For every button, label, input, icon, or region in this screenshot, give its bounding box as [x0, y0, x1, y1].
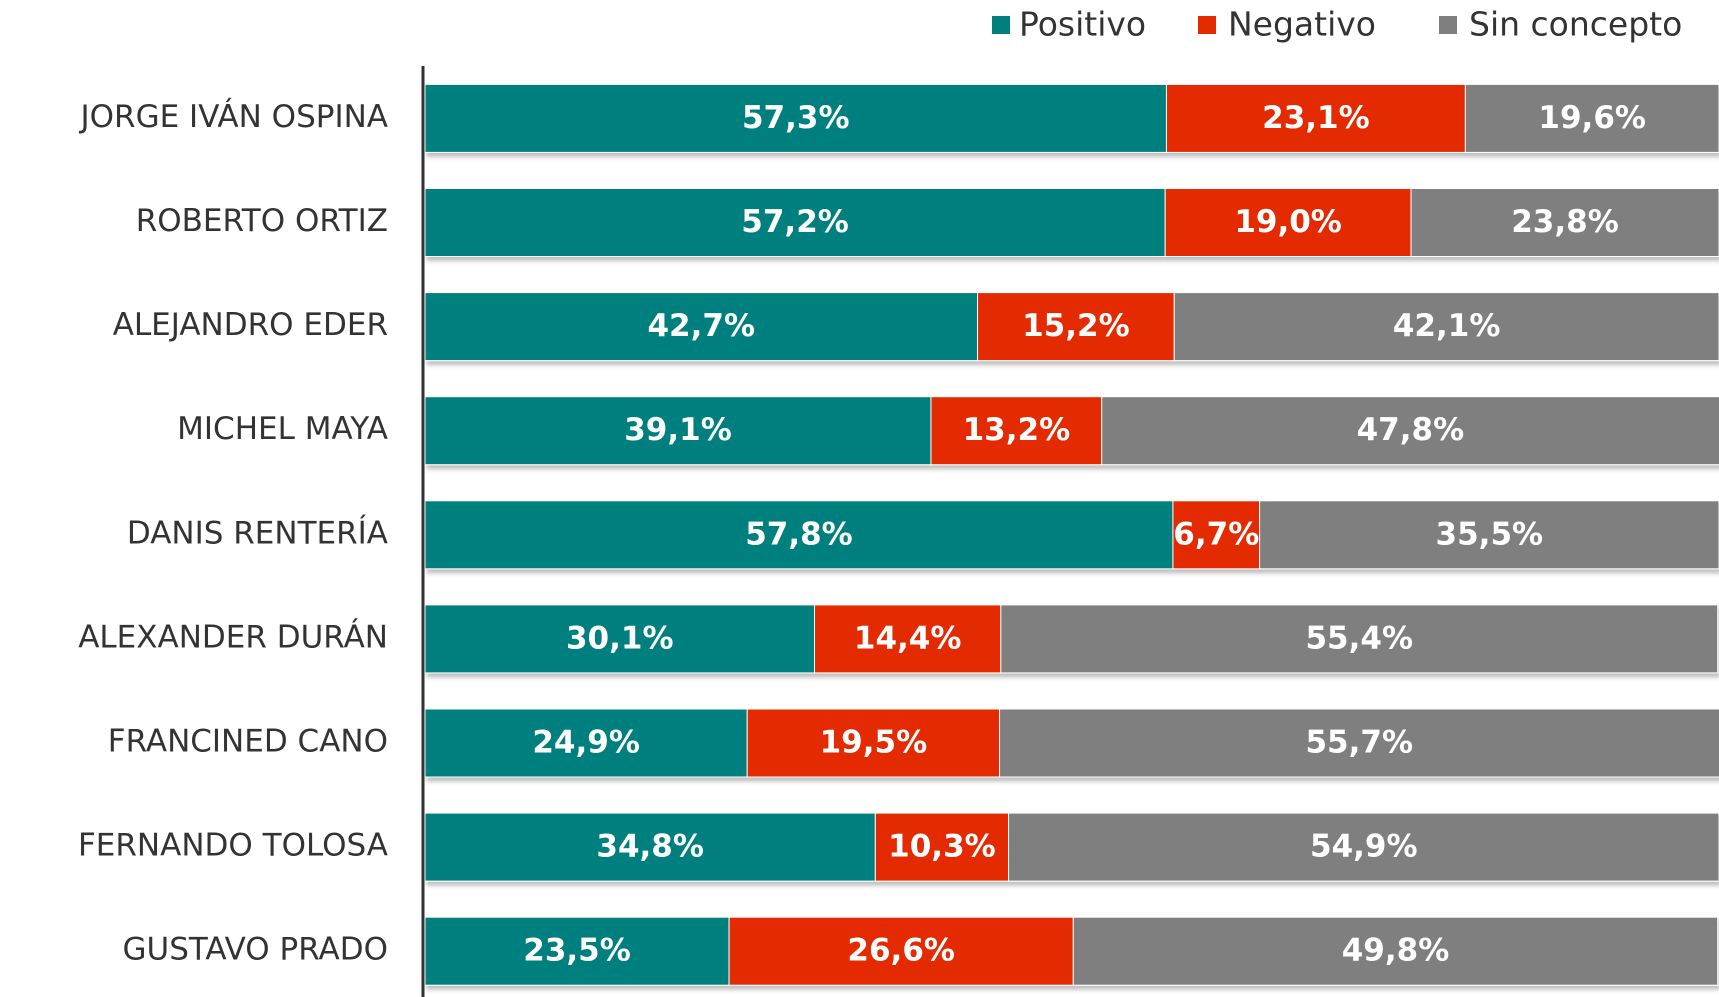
value-label: 23,1% — [1262, 100, 1370, 136]
value-label: 23,5% — [523, 933, 631, 969]
value-label: 19,0% — [1234, 204, 1342, 240]
value-label: 13,2% — [963, 412, 1071, 448]
bar-segment — [999, 708, 1719, 778]
legend-swatch — [992, 16, 1010, 34]
value-label: 42,1% — [1393, 308, 1501, 344]
bar-row — [424, 188, 1719, 257]
bar-segment — [813, 604, 1002, 674]
legend-swatch — [1198, 16, 1216, 34]
value-label: 19,6% — [1538, 100, 1646, 136]
bar-segment — [1464, 83, 1719, 153]
category-label: ALEJANDRO EDER — [113, 307, 388, 343]
value-label: 42,7% — [647, 308, 755, 344]
bar-segment — [424, 292, 979, 362]
bar-segment — [424, 708, 748, 778]
category-label: MICHEL MAYA — [177, 411, 388, 447]
bar-row — [424, 604, 1719, 674]
bar-segment — [1008, 812, 1719, 882]
bar-segment — [424, 500, 1174, 570]
bar-segment — [1072, 916, 1719, 986]
category-label: ALEXANDER DURÁN — [78, 619, 388, 655]
value-label: 55,4% — [1305, 620, 1413, 656]
value-label: 14,4% — [854, 620, 962, 656]
value-label: 57,8% — [745, 516, 853, 552]
bar-segment — [728, 916, 1074, 986]
value-label: 57,2% — [741, 204, 849, 240]
value-label: 35,5% — [1436, 516, 1544, 552]
bar-segment — [1101, 396, 1719, 466]
value-label: 15,2% — [1022, 308, 1130, 344]
bar-segment — [1000, 604, 1719, 674]
value-label: 6,7% — [1173, 516, 1259, 552]
bar-segment — [424, 188, 1166, 257]
bar-row — [424, 812, 1719, 882]
category-label: FRANCINED CANO — [108, 724, 388, 760]
bar-segment — [1164, 188, 1412, 257]
bar-segment — [424, 396, 932, 466]
value-label: 26,6% — [847, 933, 955, 969]
bar-row — [424, 708, 1719, 778]
bar-segment — [1410, 188, 1719, 257]
category-label: ROBERTO ORTIZ — [136, 203, 388, 239]
bar-segment — [1173, 292, 1719, 362]
bar-row — [424, 292, 1719, 362]
value-label: 19,5% — [820, 725, 928, 761]
category-label: GUSTAVO PRADO — [122, 932, 388, 968]
category-label: JORGE IVÁN OSPINA — [79, 99, 388, 135]
value-label: 34,8% — [596, 829, 704, 865]
value-label: 10,3% — [888, 829, 996, 865]
value-label: 47,8% — [1357, 412, 1465, 448]
bar-row — [424, 500, 1719, 570]
legend-label: Sin concepto — [1469, 5, 1682, 44]
value-label: 57,3% — [742, 100, 850, 136]
legend-label: Positivo — [1019, 5, 1146, 44]
category-label: DANIS RENTERÍA — [127, 515, 388, 551]
value-label: 24,9% — [532, 725, 640, 761]
bar-segment — [874, 812, 1010, 882]
legend-swatch — [1439, 16, 1457, 34]
bar-segment — [424, 916, 730, 986]
bar-segment — [424, 604, 815, 674]
category-label: FERNANDO TOLOSA — [78, 828, 388, 864]
value-label: 54,9% — [1310, 829, 1418, 865]
bar-segment — [1172, 500, 1261, 570]
bar-row — [424, 916, 1719, 986]
bar-segment — [424, 83, 1167, 153]
bar-segment — [977, 292, 1175, 362]
value-label: 23,8% — [1511, 204, 1619, 240]
bar-segment — [1259, 500, 1719, 570]
legend-label: Negativo — [1228, 5, 1376, 44]
bar-segment — [1165, 83, 1466, 153]
value-label: 30,1% — [566, 620, 674, 656]
bar-segment — [424, 812, 876, 882]
bar-segment — [746, 708, 1001, 778]
value-label: 39,1% — [624, 412, 732, 448]
bar-row — [424, 396, 1719, 466]
value-label: 55,7% — [1305, 725, 1413, 761]
value-label: 49,8% — [1342, 933, 1450, 969]
bar-row — [424, 83, 1719, 153]
